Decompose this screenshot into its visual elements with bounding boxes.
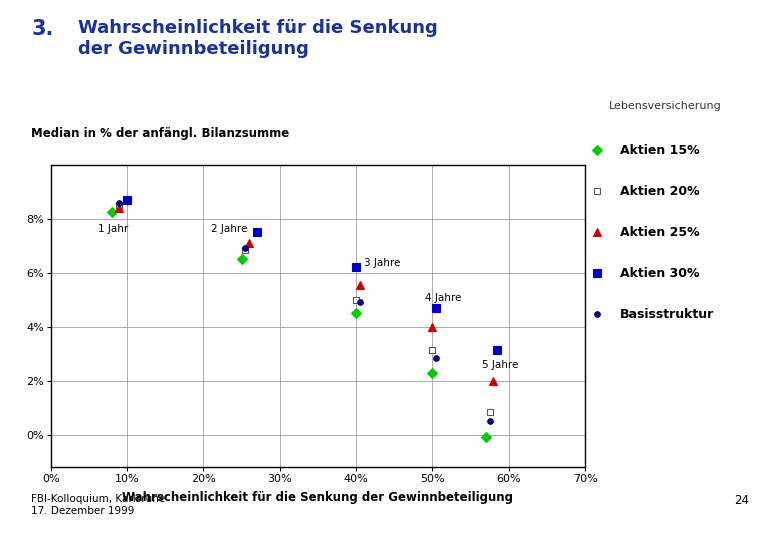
- Text: 5 Jahre: 5 Jahre: [482, 360, 519, 369]
- Text: ●: ●: [593, 260, 594, 261]
- Text: 2 Jahre: 2 Jahre: [211, 225, 247, 234]
- Text: FBI-Kolloquium, Karlsruhe
17. Dezember 1999: FBI-Kolloquium, Karlsruhe 17. Dezember 1…: [31, 494, 165, 516]
- Text: Wahrscheinlichkeit für die Senkung
der Gewinnbeteiligung: Wahrscheinlichkeit für die Senkung der G…: [78, 19, 438, 58]
- Text: 1 Jahr: 1 Jahr: [98, 225, 128, 234]
- Text: ●: ●: [593, 292, 594, 293]
- Text: 24: 24: [734, 494, 749, 507]
- X-axis label: Wahrscheinlichkeit für die Senkung der Gewinnbeteiligung: Wahrscheinlichkeit für die Senkung der G…: [122, 491, 513, 504]
- Text: ●: ●: [593, 166, 594, 167]
- Text: 3.: 3.: [31, 19, 54, 39]
- Text: 4 Jahre: 4 Jahre: [424, 293, 461, 303]
- Text: 3 Jahre: 3 Jahre: [363, 258, 400, 268]
- Text: Basisstruktur: Basisstruktur: [620, 308, 714, 321]
- Text: Aktien 15%: Aktien 15%: [620, 144, 700, 157]
- Text: Allianz  Ⓜ: Allianz Ⓜ: [623, 60, 707, 78]
- Text: Aktien 20%: Aktien 20%: [620, 185, 700, 198]
- Text: Median in % der anfängl. Bilanzsumme: Median in % der anfängl. Bilanzsumme: [31, 127, 289, 140]
- Text: Lebensversicherung: Lebensversicherung: [608, 101, 722, 111]
- Text: ●: ●: [593, 229, 594, 230]
- Text: Aktien 30%: Aktien 30%: [620, 267, 700, 280]
- Text: ●: ●: [593, 198, 594, 199]
- Text: Aktien 25%: Aktien 25%: [620, 226, 700, 239]
